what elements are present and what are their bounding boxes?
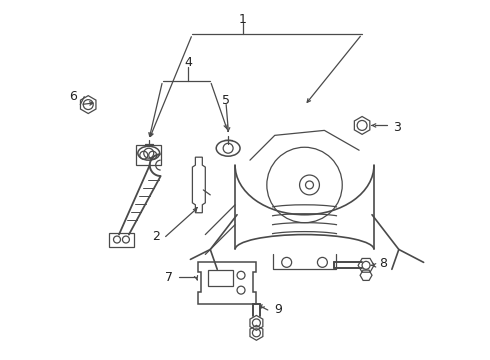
Text: 3: 3	[393, 121, 401, 134]
Text: 7: 7	[165, 271, 172, 284]
Text: 1: 1	[239, 13, 247, 26]
Text: 8: 8	[379, 257, 387, 270]
Text: 6: 6	[70, 90, 77, 103]
Bar	[208, 270, 233, 286]
Text: 9: 9	[274, 303, 282, 316]
Text: 4: 4	[185, 57, 193, 69]
Text: 2: 2	[152, 230, 160, 243]
Text: 5: 5	[222, 94, 230, 107]
